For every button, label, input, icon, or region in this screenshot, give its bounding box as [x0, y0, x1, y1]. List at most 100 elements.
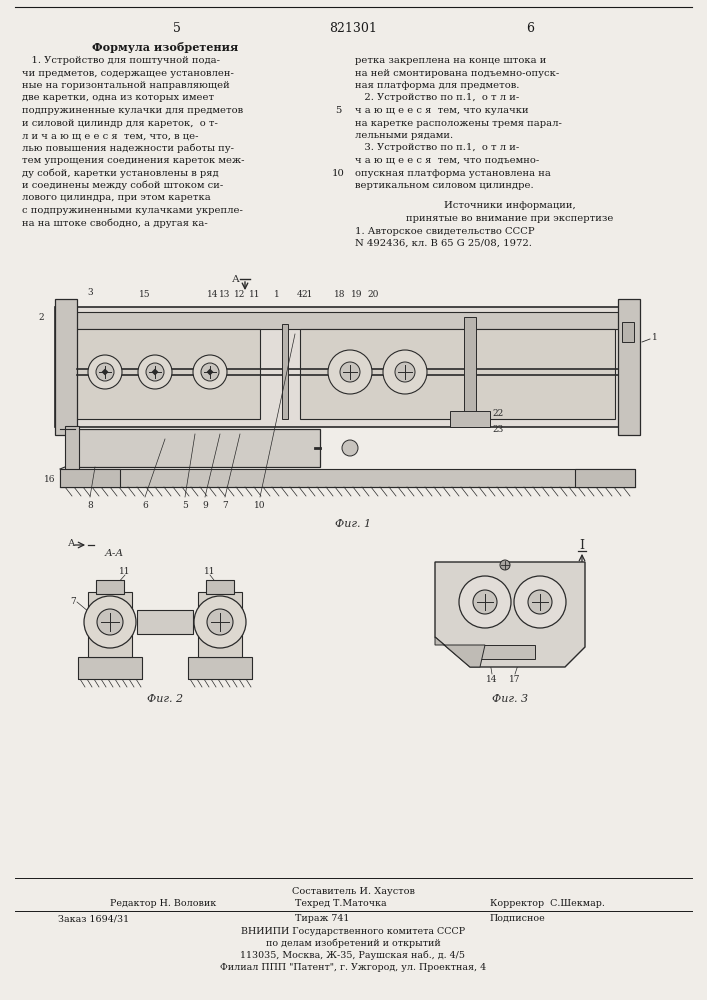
Text: А: А [232, 275, 240, 284]
Circle shape [194, 596, 246, 648]
Bar [55, 299, 77, 435]
Text: 10: 10 [255, 501, 266, 510]
Circle shape [138, 355, 172, 389]
Text: ду собой, каретки установлены в ряд: ду собой, каретки установлены в ряд [22, 168, 218, 178]
Text: по делам изобретений и открытий: по делам изобретений и открытий [266, 939, 440, 948]
Text: две каретки, одна из которых имеет: две каретки, одна из которых имеет [22, 94, 214, 103]
Text: вертикальном силовом цилиндре.: вертикальном силовом цилиндре. [355, 181, 534, 190]
Circle shape [97, 609, 123, 635]
Bar [575, 469, 635, 487]
Text: чи предметов, содержащее установлен-: чи предметов, содержащее установлен- [22, 68, 234, 78]
Bar [188, 657, 252, 679]
Polygon shape [435, 637, 485, 667]
Text: лельными рядами.: лельными рядами. [355, 131, 453, 140]
Text: 10: 10 [332, 168, 344, 178]
Text: и силовой цилиндр для кареток,  о т-: и силовой цилиндр для кареток, о т- [22, 118, 218, 127]
Text: подпружиненные кулачки для предметов: подпружиненные кулачки для предметов [22, 106, 243, 115]
Circle shape [340, 362, 360, 382]
Circle shape [383, 350, 427, 394]
Text: лью повышения надежности работы пу-: лью повышения надежности работы пу- [22, 143, 234, 153]
Polygon shape [152, 369, 158, 375]
Text: 22: 22 [492, 410, 503, 418]
Text: 6: 6 [142, 501, 148, 510]
Text: 11: 11 [204, 568, 216, 576]
Text: Фиг. 2: Фиг. 2 [147, 694, 183, 704]
Text: 4: 4 [297, 290, 303, 299]
Text: 5: 5 [173, 22, 181, 35]
Bar [88, 592, 132, 657]
Text: Заказ 1694/31: Заказ 1694/31 [58, 914, 129, 923]
Text: тем упрощения соединения кареток меж-: тем упрощения соединения кареток меж- [22, 156, 245, 165]
Text: 8: 8 [87, 501, 93, 510]
Text: 18: 18 [334, 290, 346, 299]
Circle shape [207, 609, 233, 635]
Text: Подписное: Подписное [490, 914, 546, 923]
Text: 20: 20 [368, 290, 379, 299]
Bar [464, 317, 476, 419]
Text: N 492436, кл. B 65 G 25/08, 1972.: N 492436, кл. B 65 G 25/08, 1972. [355, 239, 532, 248]
Circle shape [473, 590, 497, 614]
Text: 5: 5 [182, 501, 188, 510]
Bar [137, 610, 193, 634]
Bar [75, 429, 320, 467]
Text: ные на горизонтальной направляющей: ные на горизонтальной направляющей [22, 81, 230, 90]
Text: 2: 2 [38, 312, 44, 322]
Bar [60, 469, 120, 487]
Text: л и ч а ю щ е е с я  тем, что, в це-: л и ч а ю щ е е с я тем, что, в це- [22, 131, 199, 140]
Circle shape [528, 590, 552, 614]
Bar [198, 592, 242, 657]
Text: 14: 14 [486, 675, 498, 684]
Text: 14: 14 [207, 290, 218, 299]
Circle shape [96, 363, 114, 381]
Text: 11: 11 [119, 568, 131, 576]
Text: 1: 1 [652, 332, 658, 342]
Circle shape [500, 560, 510, 570]
Circle shape [328, 350, 372, 394]
Text: 113035, Москва, Ж-35, Раушская наб., д. 4/5: 113035, Москва, Ж-35, Раушская наб., д. … [240, 951, 465, 960]
Text: опускная платформа установлена на: опускная платформа установлена на [355, 168, 551, 178]
Polygon shape [435, 562, 585, 667]
Text: 1. Авторское свидетельство СССР: 1. Авторское свидетельство СССР [355, 227, 534, 235]
Bar [65, 426, 79, 470]
Text: 2. Устройство по п.1,  о т л и-: 2. Устройство по п.1, о т л и- [355, 94, 519, 103]
Text: и соединены между собой штоком си-: и соединены между собой штоком си- [22, 181, 223, 190]
Text: 9: 9 [202, 501, 208, 510]
Text: 16: 16 [45, 475, 56, 484]
Text: 7: 7 [70, 597, 76, 606]
Bar [206, 580, 234, 594]
Text: 13: 13 [219, 290, 230, 299]
Text: 11: 11 [250, 290, 261, 299]
Text: 1. Устройство для поштучной пода-: 1. Устройство для поштучной пода- [22, 56, 220, 65]
Text: 3. Устройство по п.1,  о т л и-: 3. Устройство по п.1, о т л и- [355, 143, 519, 152]
Text: 17: 17 [509, 675, 521, 684]
Text: I: I [580, 539, 585, 552]
Bar [618, 299, 640, 435]
Text: Составитель И. Хаустов: Составитель И. Хаустов [291, 887, 414, 896]
Text: принятые во внимание при экспертизе: принятые во внимание при экспертизе [407, 214, 614, 223]
Text: ная платформа для предметов.: ная платформа для предметов. [355, 81, 520, 90]
Text: 15: 15 [139, 290, 151, 299]
Circle shape [146, 363, 164, 381]
Bar [96, 580, 124, 594]
Text: ретка закреплена на конце штока и: ретка закреплена на конце штока и [355, 56, 547, 65]
Text: на каретке расположены тремя парал-: на каретке расположены тремя парал- [355, 118, 562, 127]
Circle shape [514, 576, 566, 628]
Bar [60, 312, 635, 329]
Text: 19: 19 [351, 290, 363, 299]
Text: Источники информации,: Источники информации, [444, 202, 576, 211]
Bar [55, 307, 640, 427]
Text: Редактор Н. Воловик: Редактор Н. Воловик [110, 899, 216, 908]
Text: Формула изобретения: Формула изобретения [92, 42, 238, 53]
Bar [282, 324, 288, 419]
Circle shape [84, 596, 136, 648]
Text: с подпружиненными кулачками укрепле-: с подпружиненными кулачками укрепле- [22, 206, 243, 215]
Text: Фиг. 1: Фиг. 1 [335, 519, 371, 529]
Text: Техред Т.Маточка: Техред Т.Маточка [295, 899, 387, 908]
Bar [63, 329, 260, 419]
Circle shape [459, 576, 511, 628]
Circle shape [88, 355, 122, 389]
Text: 821301: 821301 [329, 22, 377, 35]
Bar [60, 469, 635, 487]
Circle shape [395, 362, 415, 382]
Text: 21: 21 [301, 290, 312, 299]
